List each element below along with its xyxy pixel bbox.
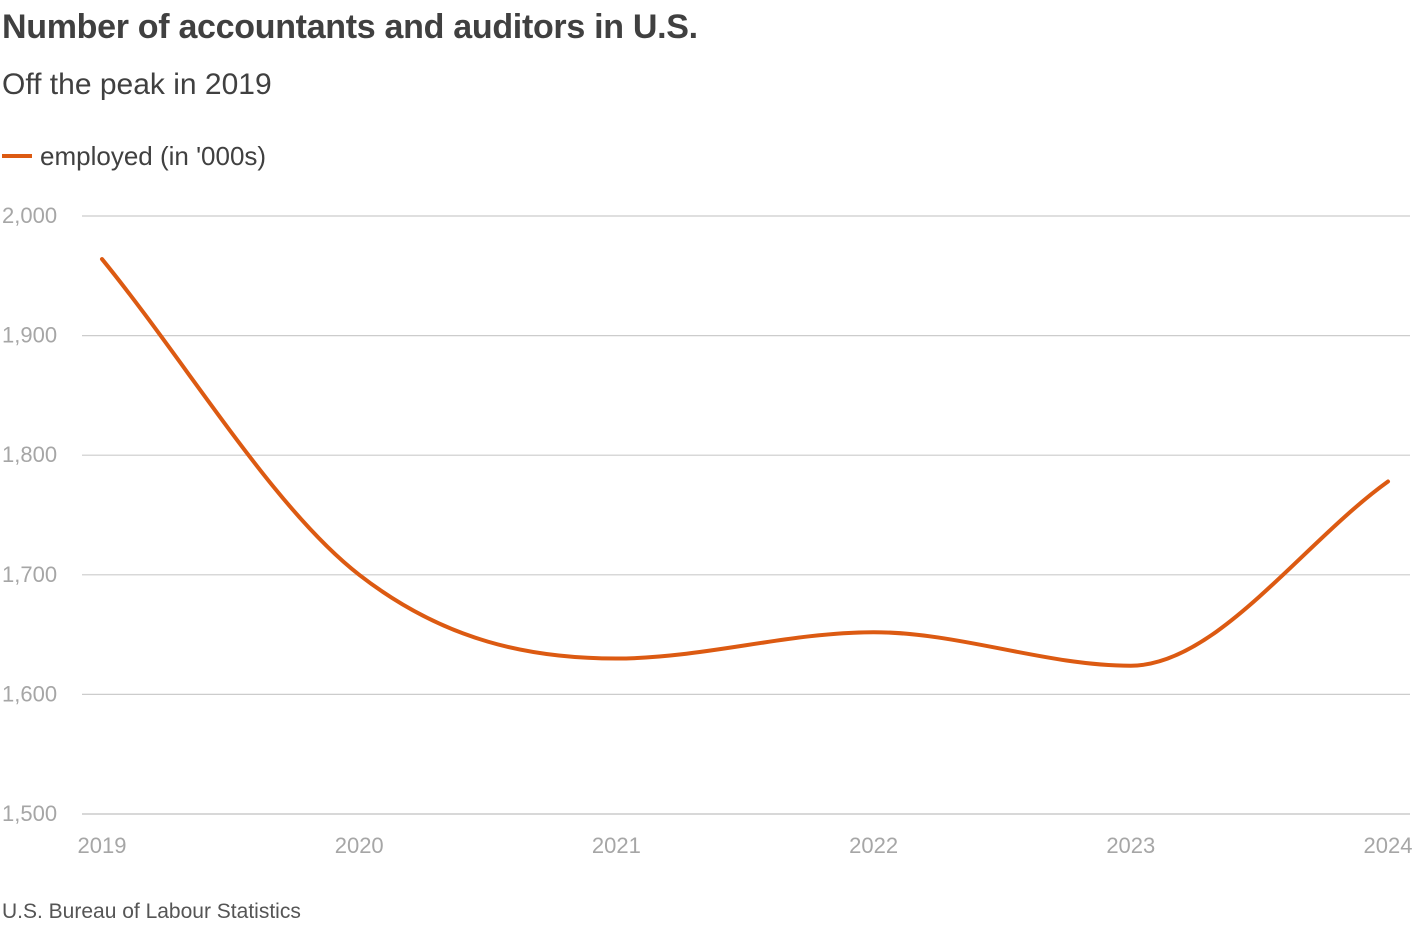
y-tick-label-1600: 1,600: [2, 681, 57, 706]
data-point-2021: [614, 657, 618, 661]
y-tick-label-1800: 1,800: [2, 442, 57, 467]
chart-title: Number of accountants and auditors in U.…: [2, 8, 698, 46]
data-point-2022: [872, 630, 876, 634]
x-tick-label-2022: 2022: [849, 833, 898, 858]
x-tick-label-2020: 2020: [335, 833, 384, 858]
data-point-2023: [1129, 664, 1133, 668]
series-line-employed: [100, 257, 1390, 668]
legend-label-employed: employed (in '000s): [40, 140, 267, 171]
data-point-2024: [1386, 480, 1390, 484]
data-point-2020: [357, 573, 361, 577]
x-tick-label-2024: 2024: [1364, 833, 1413, 858]
y-tick-label-1500: 1,500: [2, 801, 57, 826]
grid-lines: [82, 215, 1410, 815]
series-layer: [100, 257, 1390, 668]
source-note: U.S. Bureau of Labour Statistics: [2, 900, 301, 923]
x-axis-tick-labels: 2019 2020 2021 2022 2023 2024: [78, 833, 1413, 858]
y-tick-label-2000: 2,000: [2, 203, 57, 228]
legend: employed (in '000s): [2, 139, 266, 173]
data-point-2019: [100, 257, 104, 261]
y-axis-tick-labels: 1,500 1,600 1,700 1,800 1,900 2,000: [2, 203, 57, 826]
x-tick-label-2019: 2019: [78, 833, 127, 858]
y-tick-label-1900: 1,900: [2, 323, 57, 348]
legend-swatch-employed: [2, 154, 32, 158]
x-tick-label-2021: 2021: [592, 833, 641, 858]
y-tick-label-1700: 1,700: [2, 562, 57, 587]
x-tick-label-2023: 2023: [1106, 833, 1155, 858]
chart-subtitle: Off the peak in 2019: [2, 68, 272, 101]
